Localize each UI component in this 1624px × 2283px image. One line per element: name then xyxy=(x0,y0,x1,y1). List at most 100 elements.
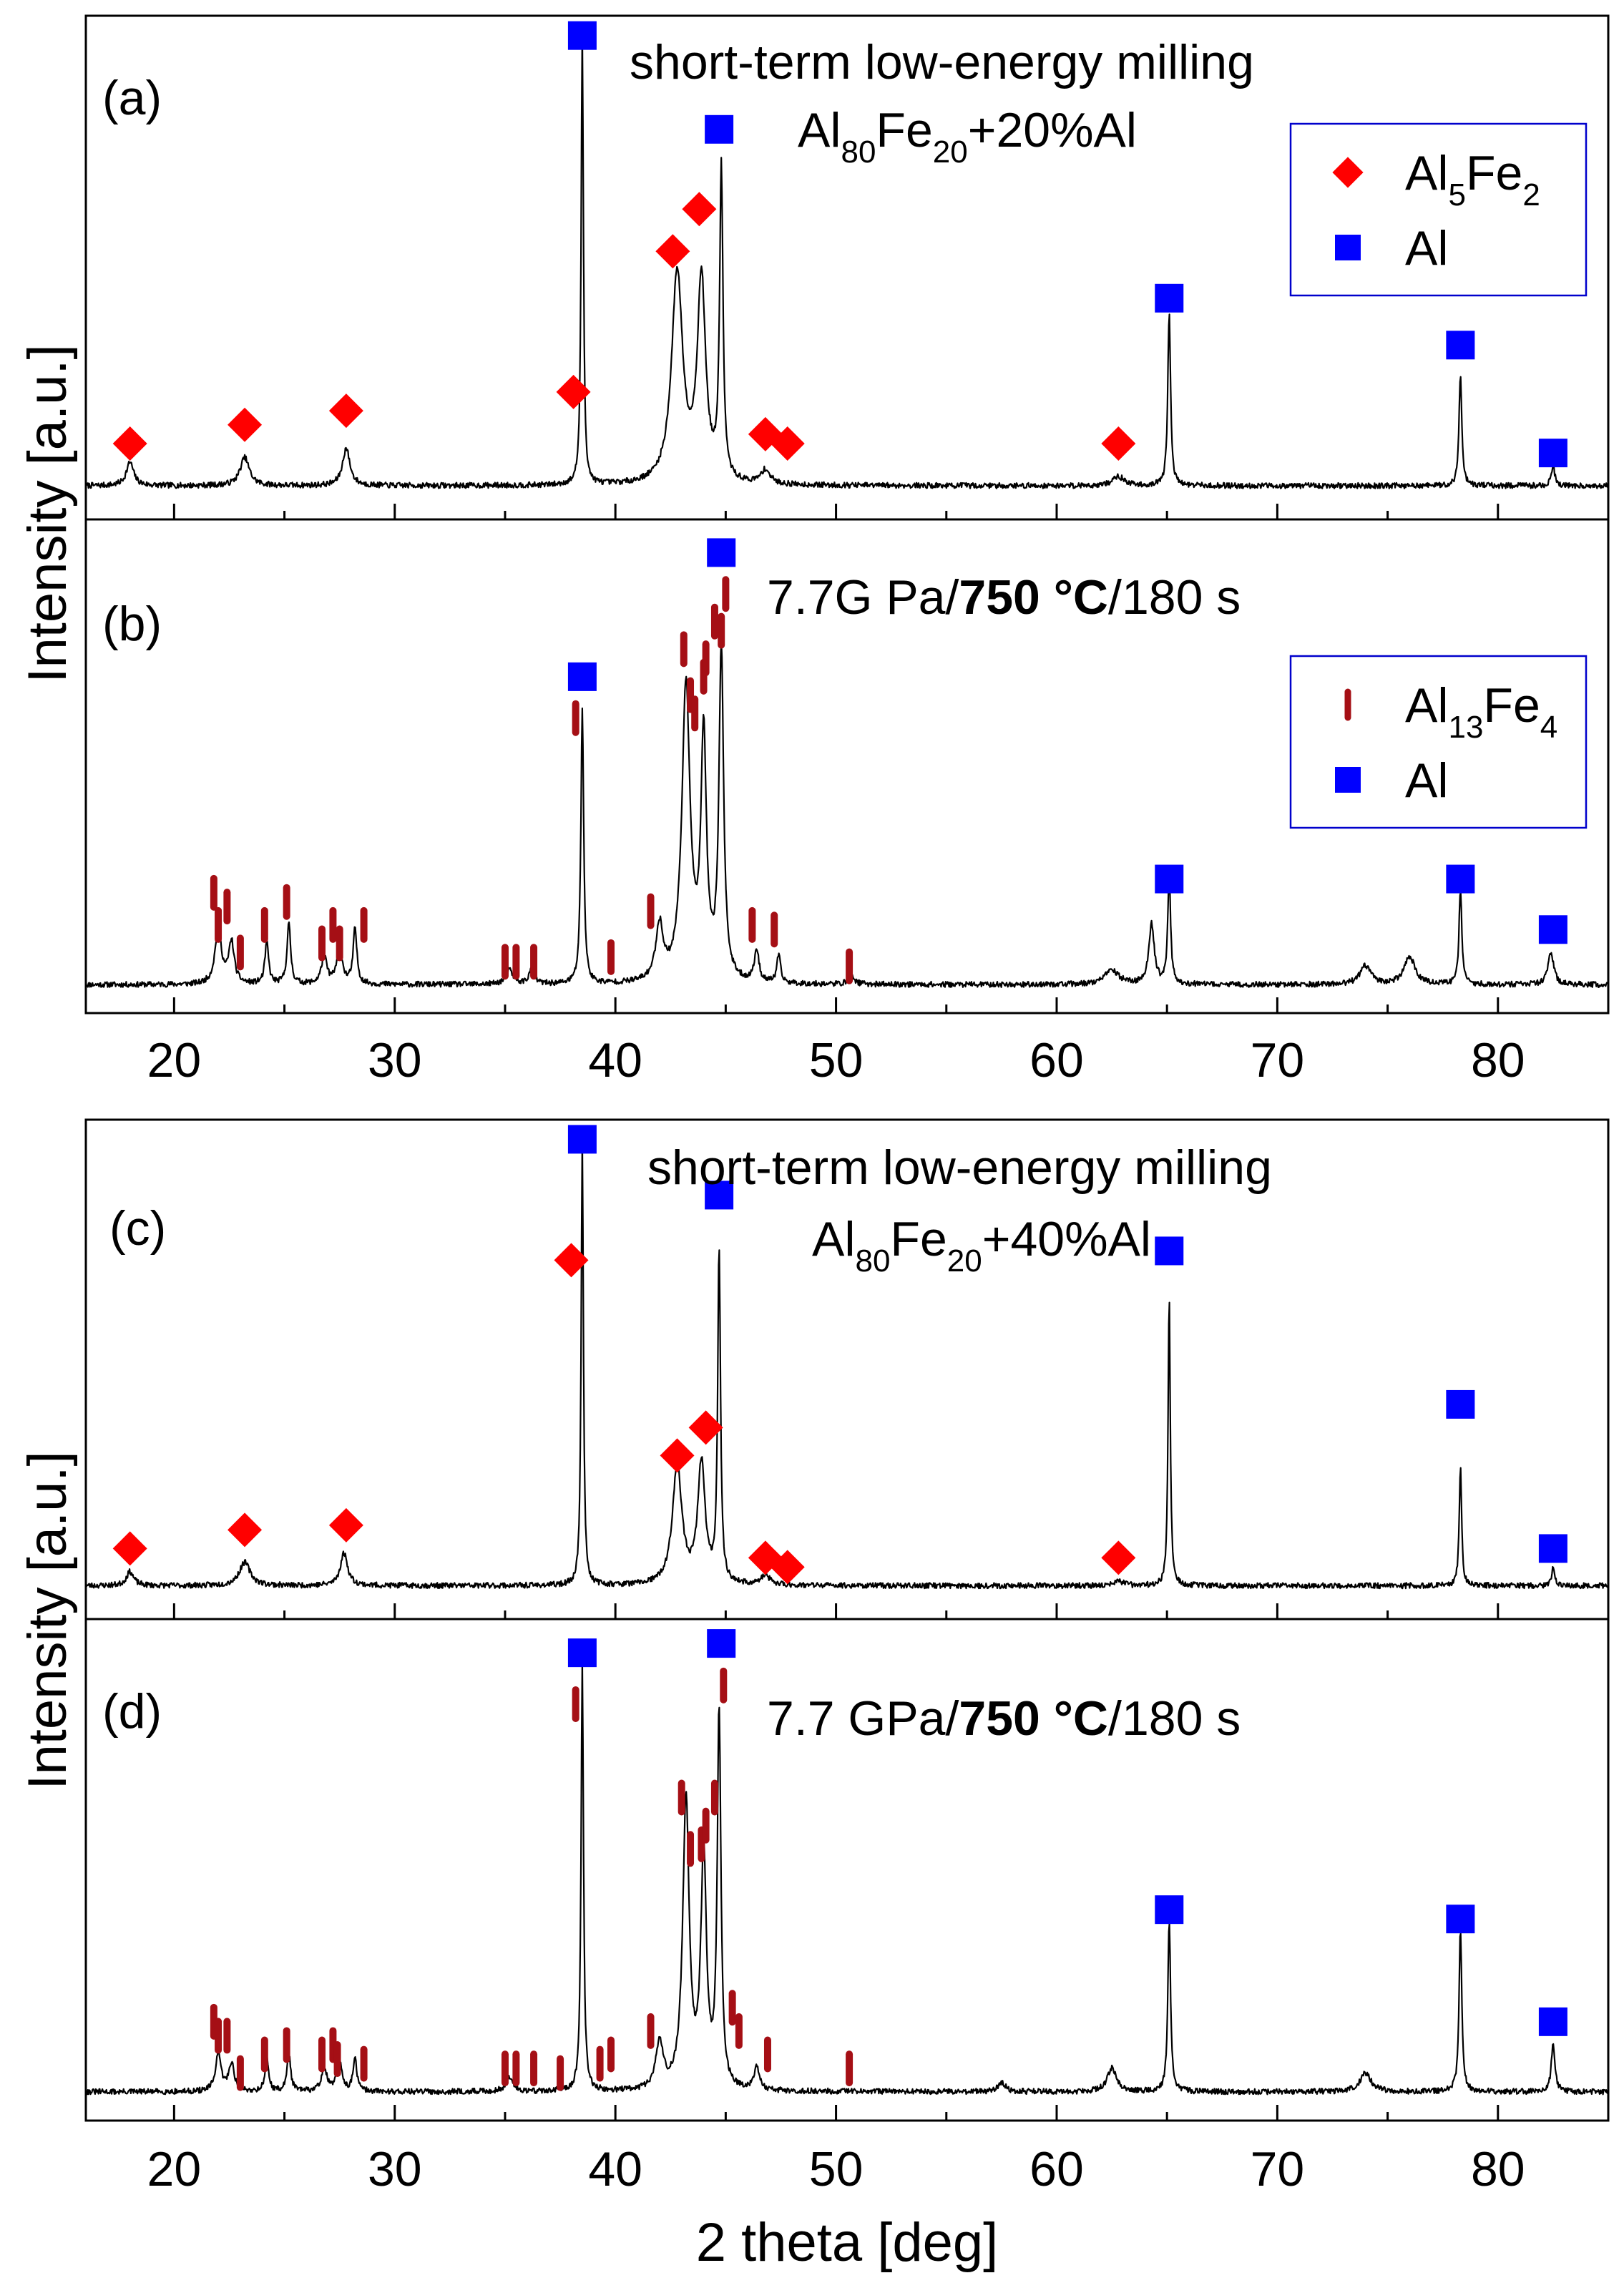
peak-marker-al13fe4 xyxy=(702,640,710,677)
peak-marker-al13fe4 xyxy=(210,874,217,911)
peak-marker-al13fe4 xyxy=(360,2045,368,2082)
peak-marker-al5fe2 xyxy=(682,192,717,227)
peak-marker-al13fe4 xyxy=(223,2018,231,2054)
peak-marker-al13fe4 xyxy=(607,2036,615,2073)
legend-formula-subscript: 13 xyxy=(1448,710,1483,745)
peak-marker-al13fe4 xyxy=(735,2013,743,2049)
conditions-temperature: 750 °C xyxy=(959,1691,1108,1746)
peak-marker-al13fe4 xyxy=(691,695,699,732)
panel-composition: Al80Fe20+40%Al xyxy=(812,1212,1151,1279)
peak-marker-al13fe4 xyxy=(530,2050,538,2087)
peak-marker-al5fe2 xyxy=(112,1531,147,1566)
x-tick-label: 30 xyxy=(368,1033,422,1087)
composition-part: Fe xyxy=(890,1212,946,1266)
peak-marker-al13fe4 xyxy=(647,893,655,929)
peak-marker-al xyxy=(1538,2007,1567,2036)
peak-marker-al13fe4 xyxy=(846,948,853,984)
peak-marker-al13fe4 xyxy=(572,1686,579,1722)
x-tick-label: 80 xyxy=(1471,1033,1525,1087)
peak-marker-al13fe4 xyxy=(728,1990,736,2026)
x-tick-label: 40 xyxy=(588,1033,642,1087)
panel-group-1: 20 30 40 50 60 70 80 Intensity [a.u.] (a) short-t… xyxy=(17,14,1610,1087)
peak-marker-al13fe4 xyxy=(710,603,718,640)
legend-marker-al13fe4 xyxy=(1344,688,1351,721)
composition-subscript: 20 xyxy=(947,1243,982,1279)
peak-marker-al5fe2 xyxy=(1101,1540,1136,1575)
composition-part: Al xyxy=(798,103,841,157)
peak-marker-al13fe4 xyxy=(318,2036,326,2073)
peak-marker-al13fe4 xyxy=(215,2018,222,2054)
panel-group-2: 20 30 40 50 60 70 80 Intensity [a.u.] (c) short-t… xyxy=(17,1118,1610,2196)
peak-marker-al13fe4 xyxy=(236,2055,244,2091)
x-tick-label: 20 xyxy=(147,1033,202,1087)
peak-marker-al xyxy=(705,1180,734,1210)
peak-marker-al5fe2 xyxy=(228,407,263,442)
peak-marker-al13fe4 xyxy=(702,1807,710,1844)
peak-marker-al5fe2 xyxy=(770,426,805,461)
legend-formula-part: Al xyxy=(1405,146,1448,200)
peak-marker-al xyxy=(1446,864,1475,894)
peak-marker-al13fe4 xyxy=(678,1779,685,1816)
x-tick-label: 60 xyxy=(1029,1033,1084,1087)
legend-marker-al5fe2 xyxy=(1332,157,1364,188)
x-tick-label: 70 xyxy=(1251,2142,1305,2196)
peak-marker-al13fe4 xyxy=(501,944,509,980)
x-tick-label: 60 xyxy=(1029,2142,1084,2196)
conditions-pressure: 7.7 GPa/ xyxy=(767,1691,959,1746)
diffraction-pattern-line xyxy=(84,30,1609,489)
legend-label-al: Al xyxy=(1405,221,1448,275)
peak-marker-al13fe4 xyxy=(223,889,231,925)
peak-marker-al xyxy=(567,662,597,691)
peak-marker-al13fe4 xyxy=(720,1667,728,1703)
panel-c: (c) short-term low-energy milling Al80Fe20… xyxy=(85,1125,1610,1590)
composition-part: +20%Al xyxy=(968,103,1137,157)
peak-marker-al5fe2 xyxy=(770,1550,805,1585)
composition-subscript: 20 xyxy=(933,135,968,170)
x-axis-label: 2 theta [deg] xyxy=(696,2212,999,2273)
legend-box xyxy=(1289,655,1588,829)
peak-marker-al xyxy=(567,1638,597,1668)
peak-marker-al13fe4 xyxy=(360,906,368,943)
peak-marker-al13fe4 xyxy=(333,2041,341,2078)
legend-box xyxy=(1289,122,1588,297)
panel-label: (a) xyxy=(102,71,162,125)
panel-label: (d) xyxy=(102,1684,162,1739)
peak-marker-al xyxy=(1155,1236,1184,1266)
peak-marker-al13fe4 xyxy=(572,700,579,736)
conditions-pressure: 7.7G Pa/ xyxy=(767,570,959,625)
peak-marker-al5fe2 xyxy=(328,393,363,429)
y-axis-label: Intensity [a.u.] xyxy=(17,1451,78,1789)
legend-marker-al xyxy=(1335,767,1361,793)
composition-subscript: 80 xyxy=(841,135,876,170)
legend-label-al13fe4: Al13Fe4 xyxy=(1405,678,1557,745)
x-tick-label: 70 xyxy=(1251,1033,1305,1087)
peak-marker-al13fe4 xyxy=(710,1779,718,1816)
legend-formula-part: Fe xyxy=(1483,678,1540,733)
legend-formula-part: Fe xyxy=(1466,146,1522,200)
peak-marker-al13fe4 xyxy=(283,2027,290,2063)
peak-marker-al13fe4 xyxy=(512,2050,520,2087)
peak-marker-al13fe4 xyxy=(680,631,688,668)
diffraction-pattern-line xyxy=(85,1138,1610,1590)
panel-label: (b) xyxy=(102,597,162,651)
peak-marker-al xyxy=(707,1629,736,1658)
peak-marker-al5fe2 xyxy=(660,1438,695,1473)
peak-marker-al xyxy=(1446,1389,1475,1419)
conditions-temperature: 750 °C xyxy=(959,570,1108,625)
peak-marker-al13fe4 xyxy=(763,2036,771,2073)
peak-marker-al xyxy=(1538,439,1567,468)
peak-marker-al13fe4 xyxy=(718,612,725,649)
peak-marker-al5fe2 xyxy=(556,374,591,409)
peak-marker-al13fe4 xyxy=(687,1831,695,1867)
composition-part: Al xyxy=(812,1212,855,1266)
x-tick-label: 50 xyxy=(809,2142,864,2196)
conditions-time: /180 s xyxy=(1108,570,1241,625)
composition-part: +40%Al xyxy=(982,1212,1151,1266)
peak-marker-al xyxy=(707,538,736,567)
peak-marker-al xyxy=(1155,864,1184,894)
x-tick-label: 80 xyxy=(1471,2142,1525,2196)
peak-marker-al5fe2 xyxy=(655,234,690,269)
